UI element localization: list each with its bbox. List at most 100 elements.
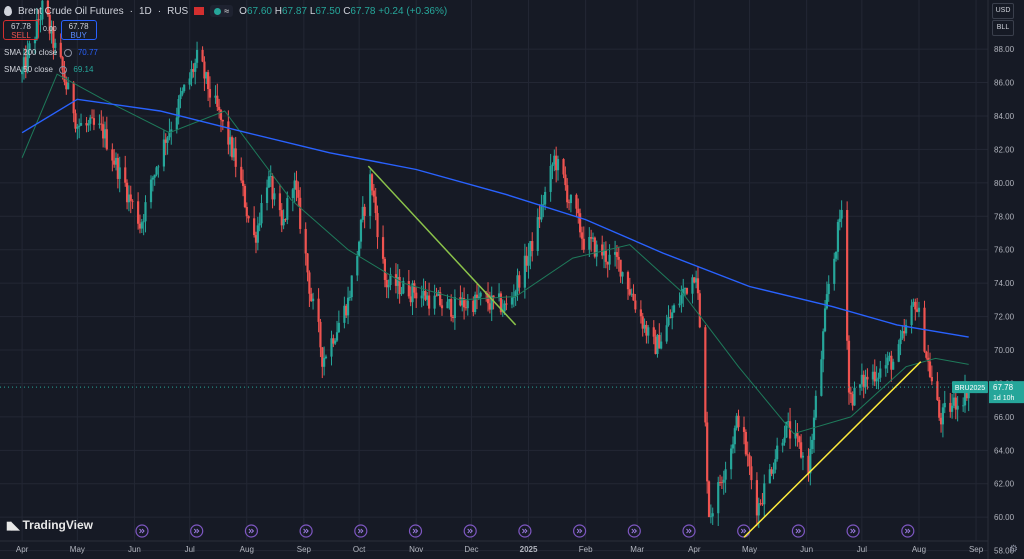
event-marker-icon bbox=[518, 524, 532, 538]
y-tick-label: 62.00 bbox=[994, 480, 1015, 489]
candle-body bbox=[720, 482, 724, 484]
candle-body bbox=[144, 202, 147, 222]
candle-body bbox=[258, 223, 261, 226]
candle-body bbox=[330, 338, 333, 357]
candle-body bbox=[440, 305, 444, 309]
price-tag-countdown: 1d 10h bbox=[993, 395, 1015, 402]
unit-button[interactable]: BLL bbox=[992, 20, 1014, 36]
candle-body bbox=[704, 327, 707, 423]
candle-body bbox=[718, 482, 722, 483]
candle-body bbox=[461, 298, 464, 306]
event-arrow-icon bbox=[740, 528, 747, 534]
event-marker-icon bbox=[791, 524, 806, 538]
candle-body bbox=[691, 277, 694, 294]
candle-body bbox=[389, 274, 392, 285]
candle-body bbox=[299, 197, 302, 229]
candle-body bbox=[577, 208, 580, 214]
market-status-pill[interactable]: ≈ bbox=[210, 5, 234, 17]
candle-body bbox=[345, 305, 348, 316]
candle-body bbox=[615, 252, 619, 257]
candle-body bbox=[396, 277, 399, 286]
event-marker-icon bbox=[627, 524, 641, 538]
candle-body bbox=[717, 482, 720, 514]
candle-body bbox=[776, 445, 779, 460]
candle-body bbox=[634, 300, 637, 310]
candle-body bbox=[939, 417, 943, 425]
candle-body bbox=[553, 155, 556, 165]
candle-body bbox=[667, 317, 670, 326]
candle-body bbox=[291, 189, 294, 199]
candle-body bbox=[92, 118, 96, 125]
candle-body bbox=[28, 43, 31, 51]
candle-body bbox=[912, 301, 915, 306]
symbol-name[interactable]: Brent Crude Oil Futures bbox=[18, 5, 124, 17]
candle-body bbox=[76, 126, 79, 129]
candle-body bbox=[840, 210, 843, 219]
candle-body bbox=[798, 436, 801, 443]
y-tick-label: 64.00 bbox=[994, 446, 1015, 455]
candle-body bbox=[253, 218, 256, 236]
y-tick-label: 72.00 bbox=[994, 313, 1015, 322]
candle-body bbox=[916, 309, 919, 312]
candle-body bbox=[426, 295, 429, 300]
candle-body bbox=[114, 157, 118, 165]
candle-body bbox=[41, 0, 44, 20]
candle-body bbox=[562, 159, 565, 175]
candle-body bbox=[941, 407, 945, 425]
candle-body bbox=[229, 137, 232, 145]
candle-body bbox=[448, 299, 451, 302]
candle-body bbox=[873, 371, 876, 382]
candle-body bbox=[125, 182, 129, 203]
x-tick-label: Jun bbox=[128, 545, 141, 554]
candle-body bbox=[216, 95, 219, 107]
candle-body bbox=[105, 129, 108, 150]
candle-body bbox=[65, 81, 68, 90]
candle-body bbox=[153, 174, 156, 178]
candle-body bbox=[415, 292, 418, 299]
candle-body bbox=[582, 238, 585, 250]
candle-body bbox=[619, 259, 622, 277]
candle-body bbox=[372, 190, 375, 197]
candle-body bbox=[243, 185, 247, 207]
x-tick-label: Apr bbox=[688, 545, 701, 554]
x-tick-label: Apr bbox=[16, 545, 29, 554]
candle-body bbox=[860, 374, 863, 385]
price-tag-bg bbox=[989, 381, 1024, 404]
candle-body bbox=[954, 397, 957, 410]
indicator-sma50[interactable]: SMA 50 close 69.14 bbox=[4, 65, 93, 74]
buy-button[interactable]: 67.78 BUY bbox=[60, 20, 97, 40]
event-marker-icon bbox=[901, 524, 915, 538]
interval[interactable]: 1D bbox=[138, 5, 152, 17]
eye-icon[interactable] bbox=[63, 48, 72, 57]
y-tick-label: 74.00 bbox=[994, 279, 1015, 288]
y-tick-label: 88.00 bbox=[994, 45, 1015, 54]
eye-icon[interactable] bbox=[59, 65, 68, 74]
candle-body bbox=[683, 287, 687, 289]
candle-body bbox=[50, 26, 53, 34]
event-arrow-icon bbox=[357, 528, 364, 534]
candle-body bbox=[348, 297, 352, 298]
y-tick-label: 78.00 bbox=[994, 212, 1015, 221]
candle-body bbox=[834, 251, 838, 259]
candle-body bbox=[851, 394, 854, 406]
candle-body bbox=[205, 72, 208, 79]
settings-icon[interactable]: ⚙ bbox=[1009, 544, 1018, 555]
candle-body bbox=[772, 469, 775, 474]
event-arrow-icon bbox=[904, 528, 911, 534]
sell-button[interactable]: 67.78 SELL bbox=[3, 20, 39, 40]
indicator-label: SMA 200 close bbox=[4, 48, 58, 57]
candle-body bbox=[632, 293, 635, 301]
candle-body bbox=[884, 365, 887, 369]
event-arrow-icon bbox=[686, 528, 692, 534]
candle-body bbox=[383, 258, 386, 280]
candle-body bbox=[737, 415, 740, 428]
candle-body bbox=[385, 279, 388, 288]
candle-body bbox=[825, 294, 828, 309]
event-arrow-icon bbox=[850, 528, 856, 534]
candle-body bbox=[321, 347, 324, 367]
currency-button[interactable]: USD bbox=[992, 3, 1014, 19]
indicator-sma200[interactable]: SMA 200 close 70.77 bbox=[4, 48, 98, 57]
price-tag: BRU2025 67.78 1d 10h bbox=[952, 381, 1024, 404]
x-tick-label: Mar bbox=[630, 545, 644, 554]
